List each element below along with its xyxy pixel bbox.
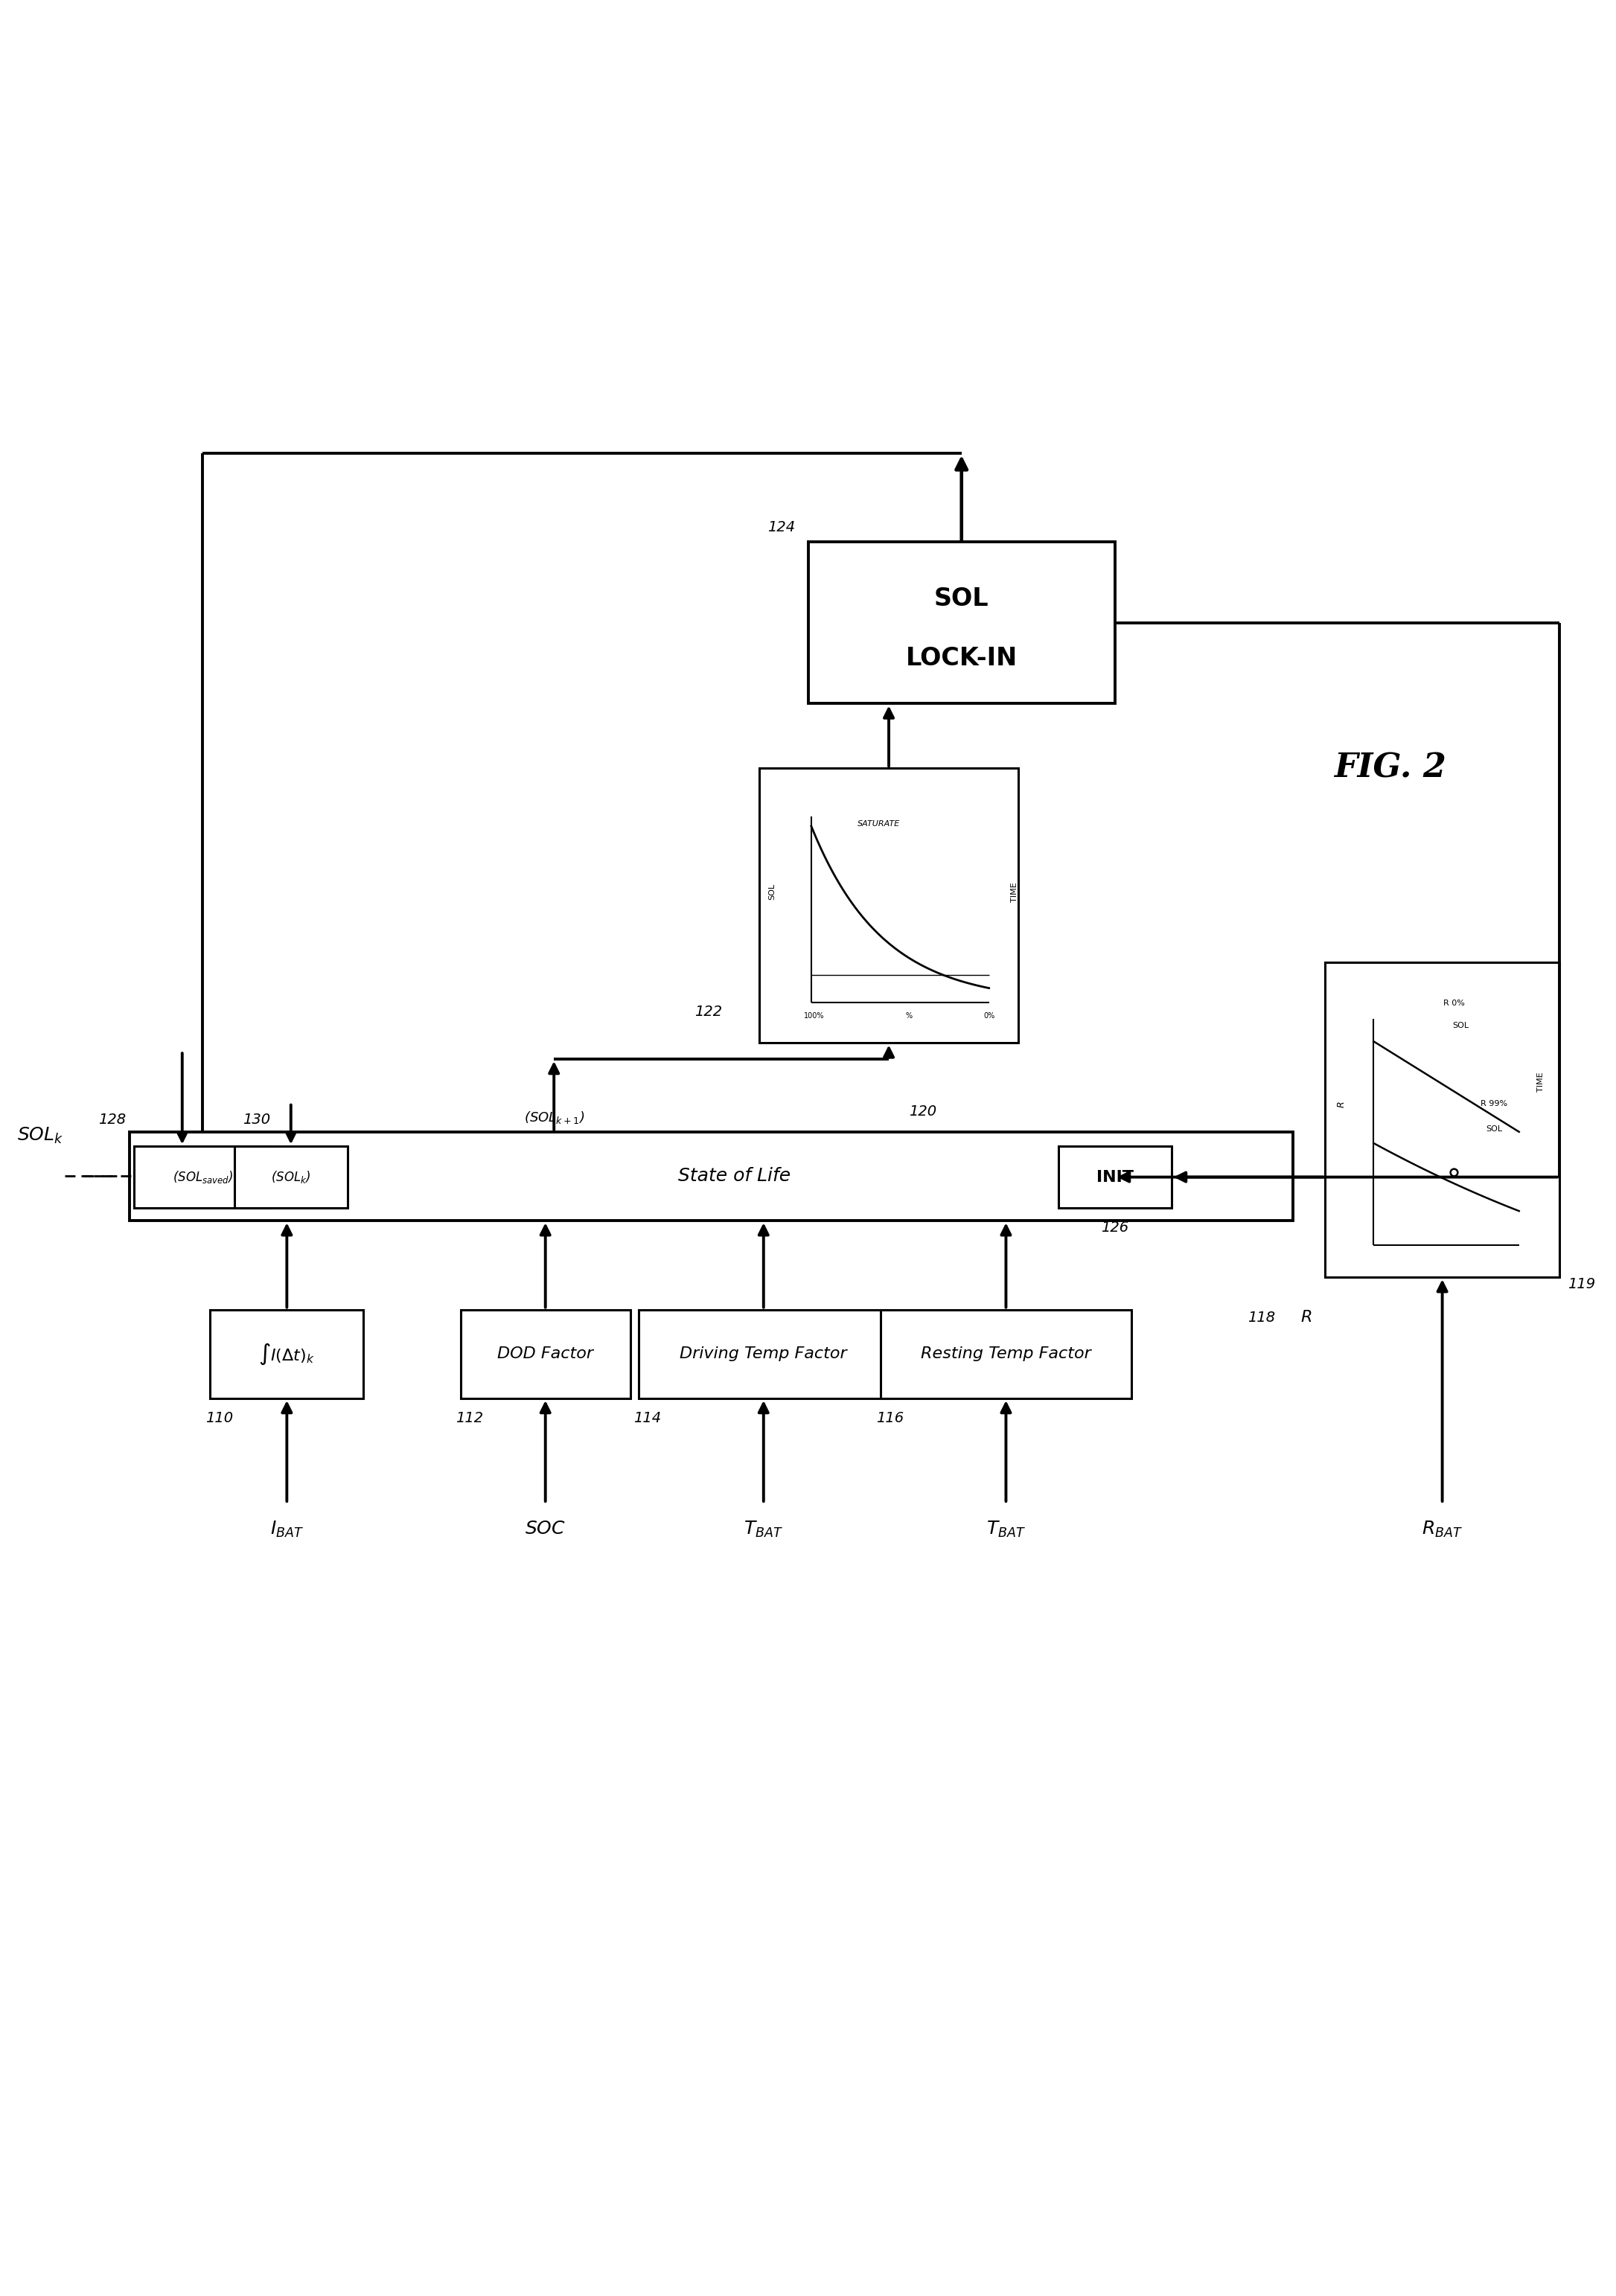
Text: Resting Temp Factor: Resting Temp Factor: [921, 1345, 1091, 1362]
Bar: [234, 1146, 347, 1208]
Bar: [461, 1309, 630, 1398]
Text: 130: 130: [242, 1114, 270, 1127]
Text: SOL: SOL: [934, 585, 989, 611]
Text: FIG. 2: FIG. 2: [1333, 753, 1446, 785]
Bar: [1325, 962, 1559, 1277]
Text: $\int I(\Delta t)_k$: $\int I(\Delta t)_k$: [259, 1341, 315, 1366]
Text: 0%: 0%: [983, 1013, 995, 1019]
Text: R: R: [1336, 1100, 1346, 1107]
Text: 119: 119: [1568, 1277, 1595, 1290]
Text: DOD Factor: DOD Factor: [498, 1345, 593, 1362]
Text: TIME: TIME: [1537, 1072, 1545, 1093]
Text: INIT: INIT: [1096, 1169, 1134, 1185]
Text: 122: 122: [695, 1006, 722, 1019]
Bar: [134, 1146, 271, 1208]
Text: $T_{BAT}$: $T_{BAT}$: [986, 1520, 1026, 1538]
Text: 124: 124: [768, 519, 795, 535]
Text: R: R: [1301, 1311, 1312, 1325]
Bar: [638, 1309, 889, 1398]
Text: 112: 112: [456, 1412, 483, 1426]
Text: 114: 114: [633, 1412, 661, 1426]
Bar: [808, 542, 1115, 703]
Bar: [1058, 1146, 1172, 1208]
Text: R 99%: R 99%: [1480, 1100, 1508, 1107]
Text: TIME: TIME: [1012, 882, 1018, 902]
Text: $R_{BAT}$: $R_{BAT}$: [1422, 1520, 1462, 1538]
Text: Driving Temp Factor: Driving Temp Factor: [680, 1345, 847, 1362]
Text: $I_{BAT}$: $I_{BAT}$: [270, 1520, 304, 1538]
Bar: [881, 1309, 1131, 1398]
Text: 120: 120: [908, 1104, 937, 1118]
Text: 118: 118: [1248, 1311, 1275, 1325]
Text: SOL: SOL: [1453, 1022, 1469, 1029]
Text: 126: 126: [1100, 1221, 1130, 1235]
Bar: [760, 769, 1018, 1042]
Text: SOL: SOL: [769, 884, 776, 900]
Text: R 0%: R 0%: [1443, 999, 1464, 1008]
Text: 128: 128: [99, 1114, 126, 1127]
Text: State of Life: State of Life: [679, 1166, 790, 1185]
Bar: [129, 1132, 1293, 1221]
Text: SATURATE: SATURATE: [858, 820, 900, 829]
Text: 116: 116: [876, 1412, 903, 1426]
Text: $T_{BAT}$: $T_{BAT}$: [743, 1520, 784, 1538]
Text: (SOL$_{saved}$): (SOL$_{saved}$): [173, 1169, 233, 1185]
Text: $SOC$: $SOC$: [525, 1520, 566, 1538]
Text: 110: 110: [205, 1412, 233, 1426]
Text: $SOL_k$: $SOL_k$: [18, 1125, 63, 1146]
Text: (SOL$_k$): (SOL$_k$): [271, 1169, 310, 1185]
Text: (SOL$_{k+1}$): (SOL$_{k+1}$): [524, 1109, 585, 1125]
Bar: [210, 1309, 364, 1398]
Text: 100%: 100%: [805, 1013, 824, 1019]
Text: LOCK-IN: LOCK-IN: [905, 645, 1018, 670]
Text: SOL: SOL: [1485, 1125, 1501, 1132]
Text: %: %: [905, 1013, 913, 1019]
